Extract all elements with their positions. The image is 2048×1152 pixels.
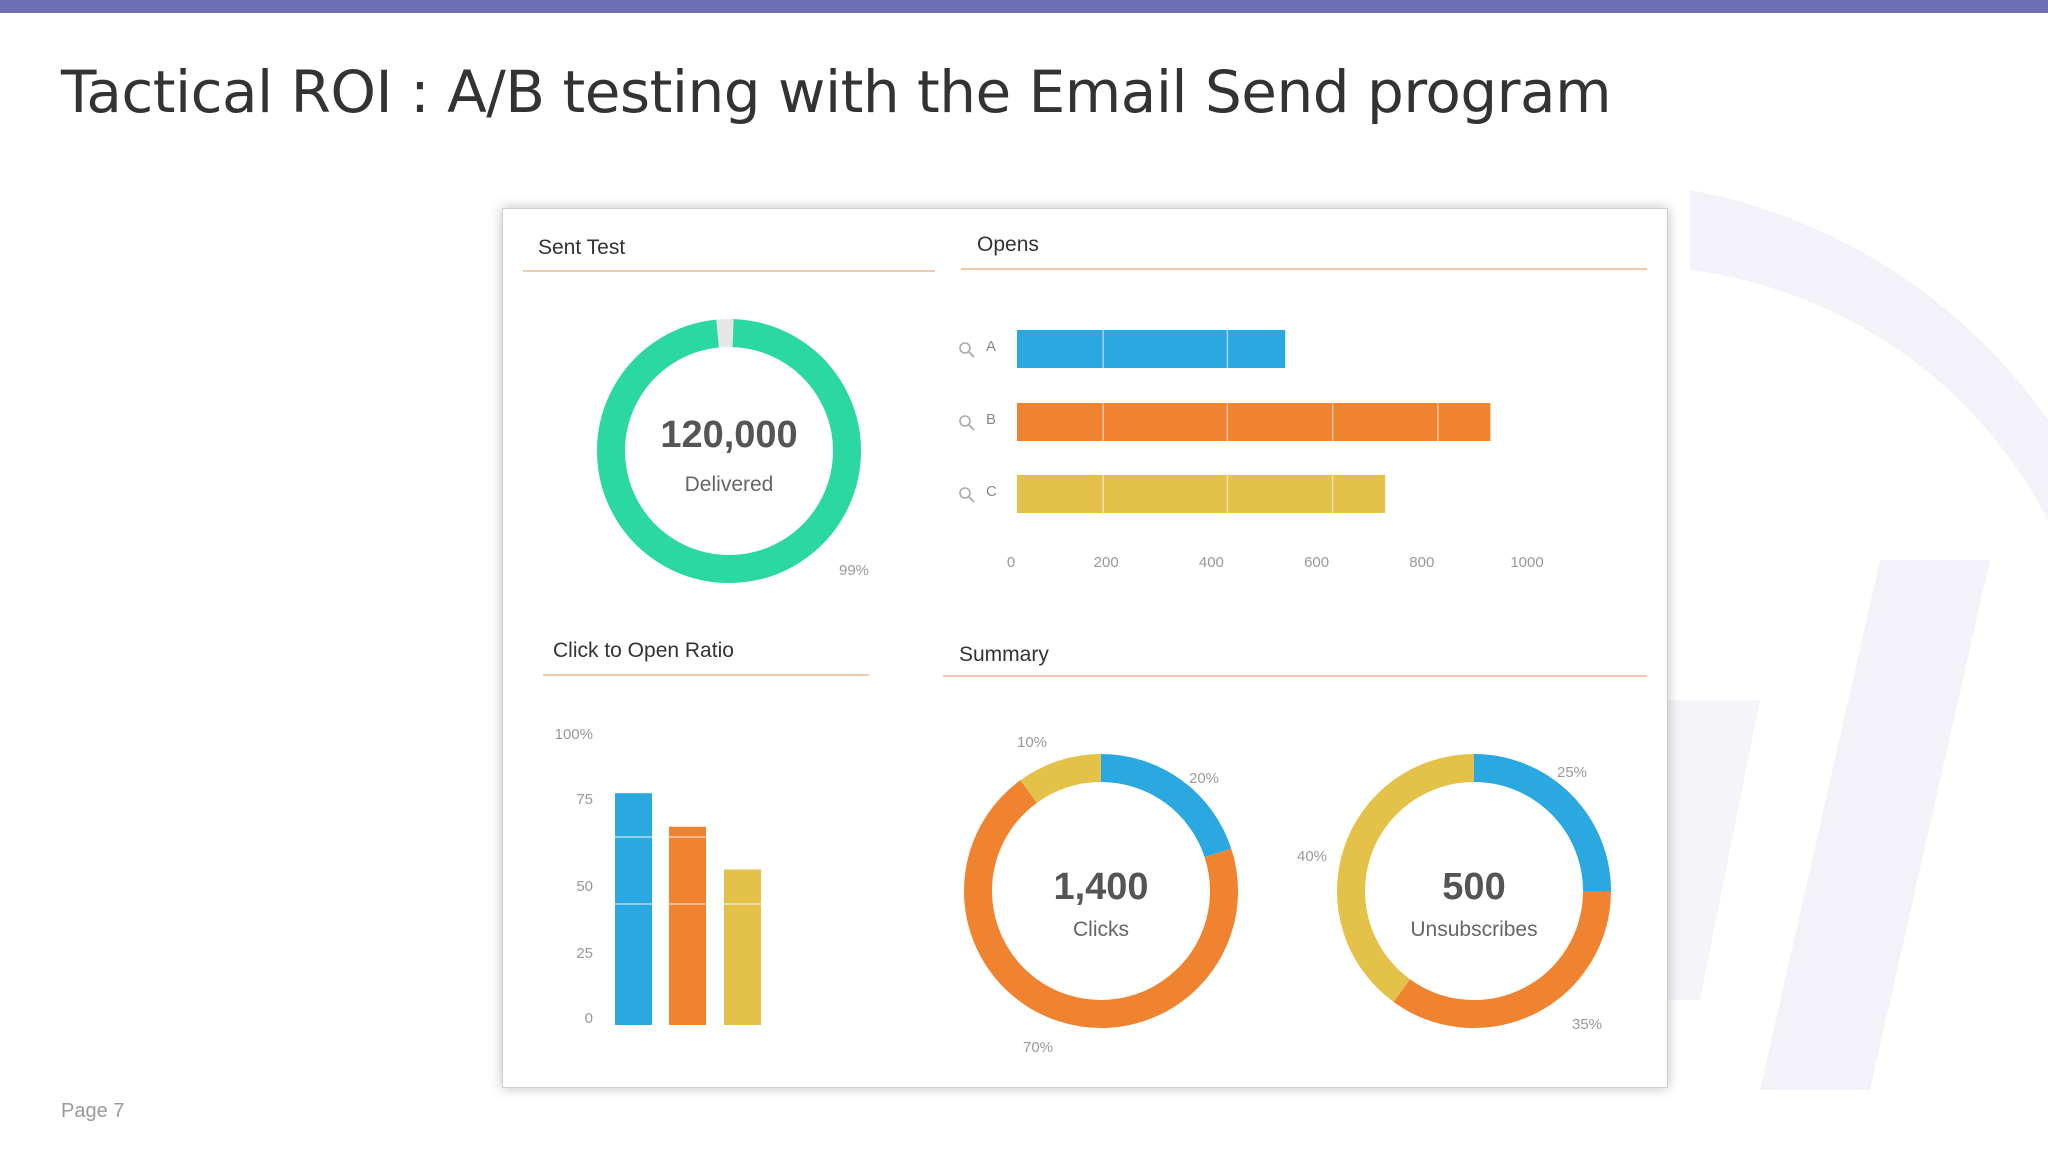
page-number: Page 7 [61, 1100, 125, 1122]
summary-title: Summary [959, 643, 1049, 666]
click-to-open-bar [615, 793, 652, 1025]
sent-test-arc [597, 319, 861, 583]
opens-category-a: A [986, 338, 996, 355]
clicks-slice-orange-label: 70% [1023, 1039, 1053, 1056]
unsubscribes-label: Unsubscribes [1410, 918, 1537, 941]
unsubscribes-slice-orange [1393, 890, 1611, 1028]
slide-title: Tactical ROI : A/B testing with the Emai… [61, 58, 1612, 126]
click-to-open-ytick: 75 [576, 791, 593, 808]
opens-xtick: 0 [1007, 554, 1015, 571]
search-icon [959, 487, 975, 503]
opens-category-b: B [986, 411, 996, 428]
opens-category-c: C [986, 483, 997, 500]
top-accent-bar [0, 0, 2048, 13]
unsubscribes-value: 500 [1442, 866, 1505, 908]
clicks-slice-yellow [1020, 754, 1102, 804]
dashboard-screenshot: Sent Test Opens Click to Open Ratio Summ… [502, 208, 1668, 1088]
unsubscribes-slice-blue-label: 25% [1557, 764, 1587, 781]
opens-xtick: 600 [1304, 554, 1329, 571]
opens-bar-chart: A B C 0 200 400 600 800 1000 [959, 330, 1544, 571]
sent-test-title: Sent Test [538, 236, 625, 259]
unsubscribes-slice-blue [1473, 754, 1611, 892]
clicks-slice-blue-label: 20% [1189, 770, 1219, 787]
sent-test-value: 120,000 [660, 414, 797, 456]
click-to-open-bar [669, 826, 706, 1025]
search-icon [959, 415, 975, 431]
clicks-slice-orange [964, 780, 1238, 1028]
clicks-slice-blue [1100, 754, 1232, 858]
unsubscribes-slice-orange-label: 35% [1572, 1016, 1602, 1033]
opens-bar-c [1017, 475, 1386, 513]
opens-title: Opens [977, 233, 1039, 256]
clicks-slice-yellow-label: 10% [1017, 734, 1047, 751]
clicks-value: 1,400 [1053, 866, 1148, 908]
click-to-open-bar [724, 869, 761, 1025]
opens-bar-b [1017, 403, 1491, 441]
click-to-open-ytick: 0 [585, 1010, 593, 1027]
click-to-open-ytick: 50 [576, 878, 593, 895]
unsubscribes-slice-yellow-label: 40% [1297, 848, 1327, 865]
clicks-label: Clicks [1073, 918, 1129, 941]
click-to-open-title: Click to Open Ratio [553, 639, 734, 662]
click-to-open-ytick: 25 [576, 945, 593, 962]
sent-test-donut [597, 319, 861, 583]
search-icon [959, 342, 975, 358]
sent-test-label: Delivered [685, 473, 774, 496]
opens-xtick: 200 [1094, 554, 1119, 571]
sent-test-percent: 99% [839, 562, 869, 579]
opens-xtick: 400 [1199, 554, 1224, 571]
click-to-open-ytick: 100% [555, 726, 593, 743]
clicks-donut: 20% 70% 10% [964, 734, 1238, 1056]
opens-xtick: 1000 [1510, 554, 1543, 571]
opens-xtick: 800 [1409, 554, 1434, 571]
click-to-open-bar-chart: 0 25 50 75 100% [555, 726, 761, 1027]
unsubscribes-donut: 25% 35% 40% [1297, 754, 1611, 1033]
unsubscribes-slice-yellow [1337, 754, 1475, 1002]
opens-bar-a [1017, 330, 1286, 368]
